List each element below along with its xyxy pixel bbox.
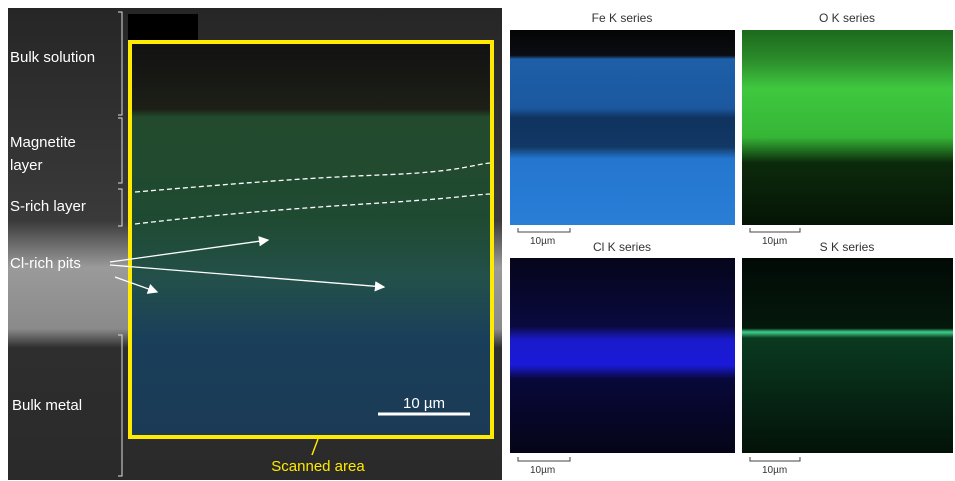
panel-scale: 10µm bbox=[530, 465, 555, 476]
caption: Scanned area bbox=[271, 458, 365, 475]
eds-maps: Fe K series O K series Cl K series S K s… bbox=[510, 11, 953, 476]
label: layer bbox=[10, 157, 43, 174]
label: Bulk metal bbox=[12, 397, 82, 414]
sem-image: Bulk solution Magnetite layer S-rich lay… bbox=[8, 8, 502, 480]
patch bbox=[128, 14, 198, 42]
panel-title: Fe K series bbox=[592, 11, 653, 25]
panel-scale: 10µm bbox=[530, 236, 555, 247]
scanned-map bbox=[130, 42, 492, 437]
s-map bbox=[742, 258, 953, 453]
panel-title: Cl K series bbox=[593, 240, 651, 254]
cl-map bbox=[510, 258, 735, 453]
figure: Bulk solution Magnetite layer S-rich lay… bbox=[0, 0, 955, 481]
panel-title: S K series bbox=[820, 240, 875, 254]
label: Cl-rich pits bbox=[10, 255, 81, 272]
label: Bulk solution bbox=[10, 49, 95, 66]
panel-scale: 10µm bbox=[762, 236, 787, 247]
label: Magnetite bbox=[10, 134, 76, 151]
fe-map bbox=[510, 30, 735, 225]
label: S-rich layer bbox=[10, 198, 86, 215]
panel-title: O K series bbox=[819, 11, 875, 25]
o-map bbox=[742, 30, 953, 225]
panel-scale: 10µm bbox=[762, 465, 787, 476]
scale-label: 10 µm bbox=[403, 395, 445, 412]
